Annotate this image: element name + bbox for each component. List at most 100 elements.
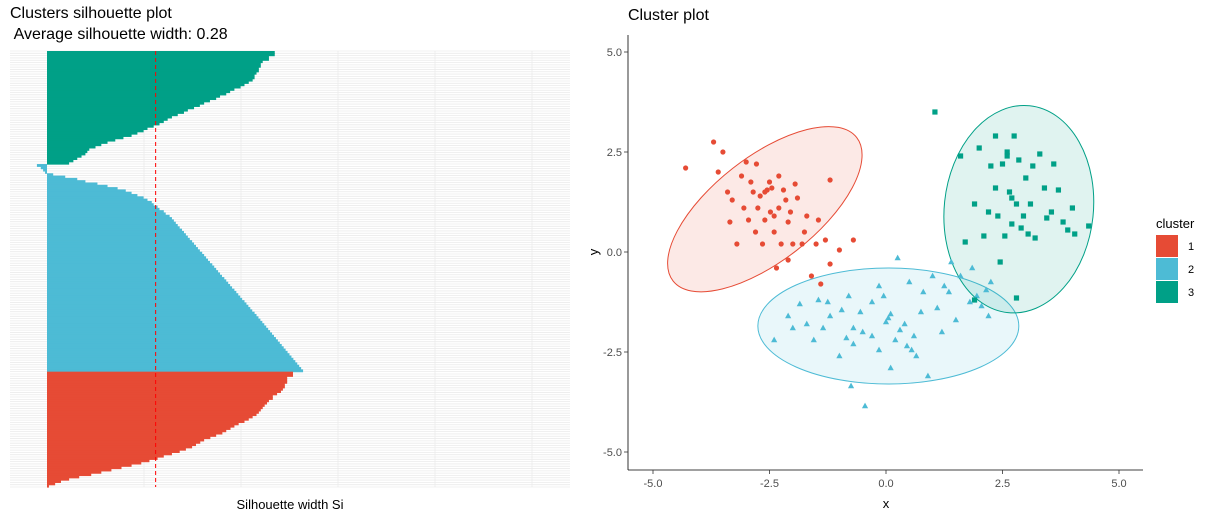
silhouette-bar-cluster-3 bbox=[47, 80, 249, 84]
silhouette-bar-cluster-3 bbox=[47, 101, 205, 105]
silhouette-bar-cluster-1 bbox=[47, 443, 196, 447]
silhouette-bar-cluster-1 bbox=[47, 480, 61, 483]
point-cluster-1 bbox=[762, 217, 768, 223]
silhouette-bar-cluster-1 bbox=[47, 447, 186, 451]
point-cluster-1 bbox=[724, 189, 731, 195]
silhouette-bar-cluster-1 bbox=[47, 457, 158, 460]
point-cluster-1 bbox=[764, 187, 770, 193]
cluster-legend: cluster 1 2 3 bbox=[1156, 216, 1195, 303]
point-cluster-3 bbox=[1004, 153, 1010, 159]
point-cluster-1 bbox=[850, 237, 856, 243]
point-cluster-2 bbox=[887, 310, 894, 317]
silhouette-bar-cluster-3 bbox=[47, 62, 261, 66]
point-cluster-1 bbox=[748, 179, 754, 185]
silhouette-bar-cluster-1 bbox=[47, 380, 288, 384]
silhouette-bar-cluster-2 bbox=[47, 265, 215, 269]
silhouette-bar-cluster-3 bbox=[47, 74, 255, 77]
silhouette-bar-cluster-3 bbox=[47, 60, 263, 64]
silhouette-bar-cluster-2 bbox=[47, 279, 227, 283]
x-tick-label: 0.0 bbox=[878, 478, 893, 490]
silhouette-bar-cluster-2 bbox=[47, 233, 186, 237]
silhouette-bar-cluster-2 bbox=[47, 247, 198, 250]
point-cluster-1 bbox=[715, 169, 721, 175]
silhouette-bar-cluster-2 bbox=[47, 249, 200, 253]
legend-label-2: 2 bbox=[1188, 264, 1194, 276]
silhouette-bar-cluster-2 bbox=[47, 256, 207, 260]
silhouette-bar-cluster-3 bbox=[47, 161, 70, 165]
point-cluster-1 bbox=[794, 195, 801, 201]
silhouette-bar-cluster-3 bbox=[47, 129, 144, 133]
silhouette-bar-cluster-2 bbox=[47, 325, 267, 329]
silhouette-bar-cluster-1 bbox=[47, 440, 201, 444]
silhouette-bar-cluster-3 bbox=[47, 131, 138, 135]
silhouette-bar-cluster-2 bbox=[47, 293, 239, 297]
point-cluster-2 bbox=[861, 402, 869, 409]
point-cluster-3 bbox=[1072, 231, 1078, 237]
silhouette-bar-cluster-1 bbox=[47, 475, 80, 479]
silhouette-bar-cluster-2 bbox=[47, 207, 160, 211]
cluster-x-axis-label: x bbox=[883, 496, 890, 511]
silhouette-bar-cluster-2 bbox=[47, 228, 183, 232]
point-cluster-1 bbox=[804, 213, 810, 219]
point-cluster-1 bbox=[752, 229, 759, 235]
y-tick-label: 2.5 bbox=[607, 147, 622, 159]
point-cluster-2 bbox=[789, 324, 796, 331]
silhouette-bar-cluster-2 bbox=[45, 170, 47, 174]
silhouette-bar-cluster-3 bbox=[47, 64, 261, 68]
point-cluster-1 bbox=[710, 139, 717, 145]
point-cluster-1 bbox=[815, 217, 822, 223]
point-cluster-2 bbox=[896, 326, 904, 333]
silhouette-bar-cluster-1 bbox=[47, 450, 180, 453]
silhouette-bar-cluster-1 bbox=[47, 427, 231, 430]
point-cluster-2 bbox=[859, 328, 866, 335]
silhouette-bar-cluster-2 bbox=[47, 226, 180, 230]
point-cluster-3 bbox=[1020, 213, 1027, 219]
point-cluster-1 bbox=[787, 209, 794, 215]
point-cluster-1 bbox=[790, 241, 796, 247]
point-cluster-3 bbox=[1051, 161, 1057, 167]
point-cluster-1 bbox=[767, 209, 774, 215]
ellipse-cluster-1 bbox=[667, 126, 863, 293]
point-cluster-2 bbox=[796, 300, 803, 307]
legend-key-1 bbox=[1156, 235, 1178, 257]
silhouette-bar-cluster-1 bbox=[47, 420, 245, 424]
silhouette-bar-cluster-3 bbox=[47, 90, 231, 94]
point-cluster-2 bbox=[875, 282, 883, 289]
silhouette-bar-cluster-2 bbox=[47, 309, 253, 313]
silhouette-bar-cluster-2 bbox=[47, 173, 54, 177]
silhouette-bar-cluster-2 bbox=[47, 297, 243, 301]
point-cluster-1 bbox=[776, 205, 782, 211]
point-cluster-2 bbox=[785, 312, 792, 319]
silhouette-bar-cluster-2 bbox=[47, 362, 298, 366]
point-cluster-2 bbox=[850, 340, 857, 347]
silhouette-bar-cluster-2 bbox=[47, 286, 233, 290]
silhouette-bar-cluster-1 bbox=[47, 383, 285, 387]
silhouette-bar-cluster-2 bbox=[47, 350, 288, 354]
point-cluster-3 bbox=[957, 153, 964, 159]
silhouette-bar-cluster-3 bbox=[47, 122, 160, 126]
point-cluster-2 bbox=[917, 308, 925, 315]
point-cluster-2 bbox=[906, 278, 913, 285]
silhouette-bar-cluster-3 bbox=[47, 92, 227, 96]
point-cluster-2 bbox=[966, 298, 973, 305]
point-cluster-1 bbox=[745, 217, 752, 223]
point-cluster-2 bbox=[826, 312, 834, 319]
point-cluster-2 bbox=[880, 292, 887, 299]
point-cluster-2 bbox=[847, 382, 855, 389]
silhouette-bar-cluster-3 bbox=[47, 78, 253, 82]
silhouette-bar-cluster-3 bbox=[47, 138, 116, 142]
silhouette-bar-cluster-2 bbox=[47, 281, 229, 285]
point-cluster-2 bbox=[987, 278, 994, 285]
point-cluster-3 bbox=[988, 163, 994, 169]
silhouette-bar-cluster-2 bbox=[47, 224, 178, 227]
silhouette-bar-cluster-1 bbox=[47, 484, 49, 488]
silhouette-bar-cluster-2 bbox=[47, 221, 176, 225]
silhouette-bar-cluster-3 bbox=[47, 110, 184, 114]
point-cluster-3 bbox=[985, 209, 992, 215]
point-cluster-3 bbox=[999, 161, 1006, 167]
silhouette-bar-cluster-2 bbox=[47, 184, 108, 188]
silhouette-bar-cluster-2 bbox=[47, 194, 138, 197]
silhouette-bar-cluster-2 bbox=[47, 357, 294, 361]
point-cluster-2 bbox=[957, 272, 964, 279]
silhouette-bar-cluster-1 bbox=[47, 403, 265, 407]
